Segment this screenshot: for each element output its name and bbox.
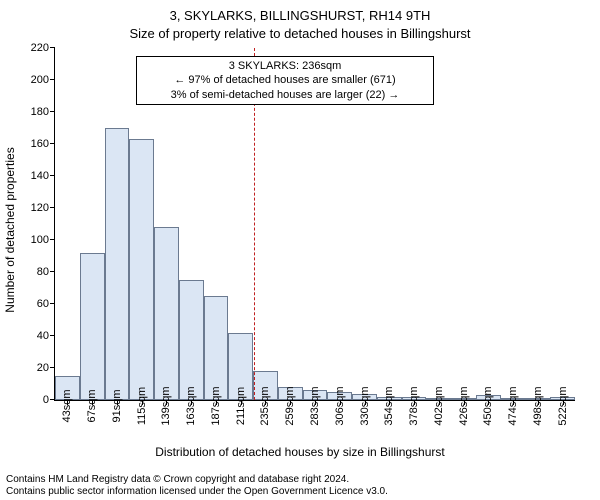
attribution: Contains HM Land Registry data © Crown c… (6, 474, 388, 498)
chart-subtitle: Size of property relative to detached ho… (0, 26, 600, 41)
x-tick-label: 259sqm (284, 386, 296, 425)
chart-container: { "title": { "line1": "3, SKYLARKS, BILL… (0, 0, 600, 500)
annotation-line2: ← 97% of detached houses are smaller (67… (143, 73, 427, 87)
y-tick-label: 100 (31, 234, 49, 246)
x-tick-label: 498sqm (532, 386, 544, 425)
x-tick-label: 426sqm (458, 386, 470, 425)
histogram-bar (80, 253, 105, 400)
y-tick-mark (50, 175, 55, 176)
y-tick-mark (50, 79, 55, 80)
x-tick-label: 306sqm (334, 386, 346, 425)
y-tick-label: 40 (37, 330, 49, 342)
y-axis-label: Number of detached properties (3, 147, 17, 312)
histogram-bar (154, 227, 179, 400)
y-tick-label: 160 (31, 138, 49, 150)
x-tick-label: 115sqm (136, 387, 148, 425)
y-tick-label: 140 (31, 170, 49, 182)
y-tick-label: 120 (31, 202, 49, 214)
x-tick-label: 139sqm (160, 386, 172, 425)
x-tick-label: 91sqm (111, 389, 123, 422)
y-tick-mark (50, 367, 55, 368)
y-tick-label: 0 (43, 394, 49, 406)
y-tick-label: 80 (37, 266, 49, 278)
histogram-bar (129, 139, 154, 400)
y-tick-mark (50, 335, 55, 336)
attribution-line2: Contains public sector information licen… (6, 486, 388, 498)
y-tick-label: 20 (37, 362, 49, 374)
histogram-bar (204, 296, 229, 400)
attribution-line1: Contains HM Land Registry data © Crown c… (6, 474, 388, 486)
x-tick-label: 283sqm (309, 386, 321, 425)
histogram-bar (179, 280, 204, 400)
x-tick-label: 522sqm (557, 386, 569, 425)
x-tick-label: 474sqm (507, 386, 519, 425)
annotation-box: 3 SKYLARKS: 236sqm ← 97% of detached hou… (136, 56, 434, 105)
y-tick-mark (50, 271, 55, 272)
y-tick-label: 220 (31, 42, 49, 54)
x-tick-label: 67sqm (86, 389, 98, 422)
annotation-line1: 3 SKYLARKS: 236sqm (143, 59, 427, 73)
chart-title-line1: 3, SKYLARKS, BILLINGSHURST, RH14 9TH (0, 8, 600, 23)
x-tick-label: 43sqm (61, 389, 73, 422)
x-tick-label: 378sqm (408, 386, 420, 425)
x-tick-label: 330sqm (359, 386, 371, 425)
x-tick-label: 235sqm (259, 386, 271, 425)
x-tick-label: 163sqm (185, 386, 197, 425)
histogram-bar (105, 128, 130, 400)
y-tick-label: 60 (37, 298, 49, 310)
y-tick-mark (50, 303, 55, 304)
x-tick-label: 402sqm (433, 386, 445, 425)
x-tick-label: 187sqm (210, 386, 222, 425)
y-tick-mark (50, 207, 55, 208)
y-tick-mark (50, 47, 55, 48)
y-tick-label: 180 (31, 106, 49, 118)
x-axis-label: Distribution of detached houses by size … (0, 445, 600, 459)
y-tick-mark (50, 399, 55, 400)
y-tick-mark (50, 111, 55, 112)
y-tick-mark (50, 239, 55, 240)
x-tick-label: 354sqm (383, 386, 395, 425)
x-tick-label: 211sqm (235, 387, 247, 425)
annotation-line3: 3% of semi-detached houses are larger (2… (143, 88, 427, 102)
y-tick-label: 200 (31, 74, 49, 86)
y-tick-mark (50, 143, 55, 144)
x-tick-label: 450sqm (482, 386, 494, 425)
